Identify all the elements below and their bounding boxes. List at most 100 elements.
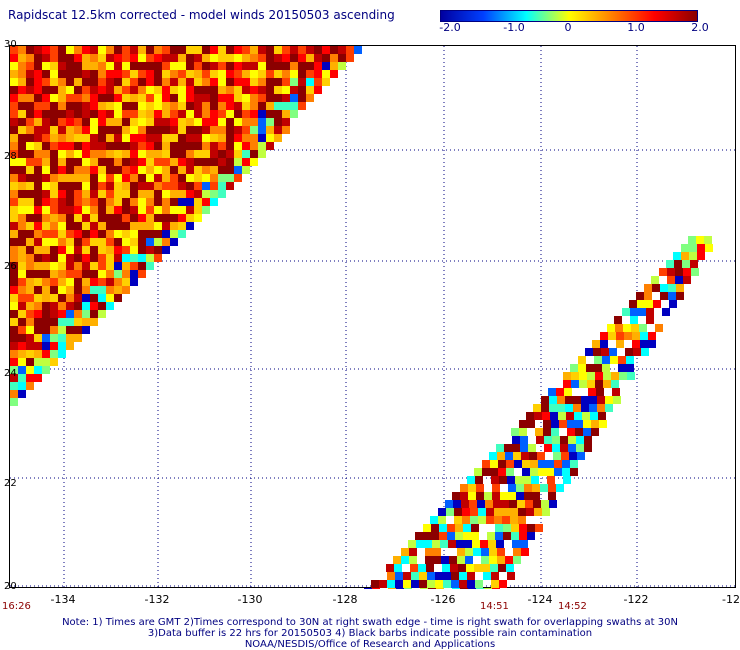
wind-cell: [50, 318, 58, 326]
wind-cell: [122, 270, 130, 278]
wind-cell: [630, 316, 638, 324]
wind-cell: [74, 46, 82, 54]
wind-cell: [10, 190, 18, 198]
wind-cell: [58, 78, 66, 86]
wind-cell: [66, 86, 74, 94]
wind-cell: [26, 278, 34, 286]
wind-cell: [274, 78, 282, 86]
wind-cell: [74, 334, 82, 342]
wind-cell: [290, 110, 298, 118]
wind-cell: [242, 166, 250, 174]
wind-cell: [26, 86, 34, 94]
wind-cell: [26, 198, 34, 206]
wind-cell: [90, 134, 98, 142]
wind-cell: [451, 572, 459, 580]
wind-cell: [226, 126, 234, 134]
wind-cell: [581, 404, 589, 412]
wind-cell: [50, 190, 58, 198]
wind-cell: [563, 380, 571, 388]
wind-cell: [186, 190, 194, 198]
wind-cell: [74, 254, 82, 262]
wind-cell: [494, 508, 502, 516]
wind-cell: [90, 246, 98, 254]
wind-cell: [186, 174, 194, 182]
wind-cell: [138, 70, 146, 78]
wind-cell: [592, 340, 600, 348]
wind-cell: [10, 86, 18, 94]
wind-cell: [162, 182, 170, 190]
wind-cell: [202, 182, 210, 190]
wind-cell: [667, 276, 675, 284]
wind-cell: [146, 134, 154, 142]
wind-cell: [388, 588, 396, 596]
wind-cell: [282, 126, 290, 134]
wind-cell: [90, 214, 98, 222]
wind-cell: [491, 476, 499, 484]
wind-cell: [130, 238, 138, 246]
wind-cell: [266, 86, 274, 94]
wind-cell: [186, 166, 194, 174]
wind-cell: [601, 348, 609, 356]
wind-cell: [607, 324, 615, 332]
wind-cell: [290, 54, 298, 62]
wind-cell: [170, 174, 178, 182]
wind-cell: [290, 94, 298, 102]
wind-cell: [514, 460, 522, 468]
wind-cell: [242, 158, 250, 166]
wind-cell: [90, 110, 98, 118]
wind-cell: [427, 572, 435, 580]
wind-cell: [146, 222, 154, 230]
wind-cell: [170, 94, 178, 102]
wind-cell: [605, 396, 613, 404]
wind-cell: [122, 70, 130, 78]
wind-cell: [662, 308, 670, 316]
wind-cell: [498, 564, 506, 572]
wind-cell: [50, 262, 58, 270]
wind-cell: [58, 270, 66, 278]
wind-cell: [74, 118, 82, 126]
wind-cell: [451, 580, 459, 588]
wind-cell: [250, 110, 258, 118]
wind-cell: [74, 262, 82, 270]
wind-cell: [10, 78, 18, 86]
wind-cell: [460, 588, 468, 596]
wind-cell: [114, 246, 122, 254]
wind-cell: [170, 158, 178, 166]
wind-cell: [447, 532, 455, 540]
wind-cell: [162, 126, 170, 134]
wind-cell: [549, 404, 557, 412]
wind-cell: [507, 572, 515, 580]
wind-cell: [74, 190, 82, 198]
wind-cell: [505, 556, 513, 564]
wind-cell: [501, 500, 509, 508]
wind-cell: [50, 94, 58, 102]
wind-cell: [170, 142, 178, 150]
wind-cell: [106, 70, 114, 78]
wind-cell: [490, 468, 498, 476]
wind-cell: [82, 150, 90, 158]
wind-cell: [266, 118, 274, 126]
wind-cell: [610, 356, 618, 364]
wind-cell: [194, 174, 202, 182]
wind-cell: [250, 118, 258, 126]
wind-cell: [82, 118, 90, 126]
wind-cell: [162, 62, 170, 70]
wind-cell: [154, 206, 162, 214]
wind-cell: [575, 420, 583, 428]
wind-cell: [146, 110, 154, 118]
wind-cell: [10, 302, 18, 310]
wind-cell: [226, 174, 234, 182]
wind-cell: [98, 142, 106, 150]
wind-cell: [202, 78, 210, 86]
wind-cell: [557, 404, 565, 412]
wind-cell: [90, 254, 98, 262]
wind-cell: [226, 166, 234, 174]
wind-cell: [506, 468, 514, 476]
wind-cell: [42, 286, 50, 294]
wind-cell: [467, 580, 475, 588]
wind-cell: [202, 158, 210, 166]
wind-cell: [82, 214, 90, 222]
wind-cell: [98, 94, 106, 102]
wind-cell: [50, 206, 58, 214]
wind-cell: [441, 556, 449, 564]
